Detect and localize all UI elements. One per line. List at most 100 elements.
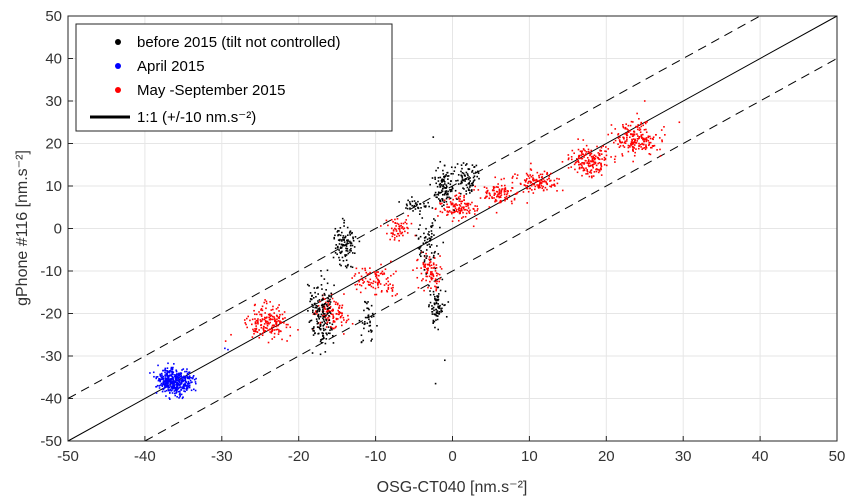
data-point <box>415 234 418 237</box>
data-point <box>458 203 461 206</box>
data-point <box>404 230 406 233</box>
data-point <box>396 293 398 295</box>
data-point <box>395 225 397 227</box>
data-point <box>380 290 383 292</box>
data-point <box>527 182 529 184</box>
data-point <box>333 284 335 287</box>
data-point <box>473 179 476 181</box>
data-point <box>331 309 333 312</box>
data-point <box>570 155 573 158</box>
data-point <box>524 181 527 183</box>
data-point <box>350 265 352 268</box>
data-point <box>167 362 169 365</box>
data-point <box>162 388 164 391</box>
data-point <box>180 381 182 383</box>
data-point <box>438 183 441 186</box>
data-point <box>431 308 433 310</box>
data-point <box>326 308 329 310</box>
data-point <box>391 289 394 291</box>
data-point <box>168 374 171 377</box>
data-point <box>346 250 349 252</box>
data-point <box>423 269 426 271</box>
data-point <box>552 184 555 186</box>
data-point <box>441 303 444 306</box>
data-point <box>315 304 317 307</box>
data-point <box>184 378 187 381</box>
data-point <box>472 180 475 182</box>
data-point <box>436 280 438 282</box>
data-point <box>425 279 427 282</box>
data-point <box>322 315 325 318</box>
data-point <box>184 375 186 378</box>
data-point <box>497 183 499 185</box>
data-point <box>175 376 178 378</box>
data-point <box>424 236 427 238</box>
data-point <box>540 184 543 187</box>
data-point <box>432 275 435 278</box>
data-point <box>319 324 322 326</box>
data-point <box>326 303 328 306</box>
data-point <box>475 217 478 220</box>
data-point <box>342 259 345 262</box>
data-point <box>640 121 643 124</box>
data-point <box>575 161 578 163</box>
data-point <box>321 288 323 290</box>
data-point <box>462 216 465 218</box>
data-point <box>642 138 645 141</box>
data-point <box>466 202 469 205</box>
data-point <box>441 211 444 214</box>
x-tick-label: 20 <box>598 448 615 465</box>
data-point <box>424 263 427 266</box>
data-point <box>282 317 284 320</box>
data-point <box>347 252 350 255</box>
data-point <box>592 155 594 158</box>
data-point <box>436 286 439 289</box>
data-point <box>450 212 453 215</box>
data-point <box>632 146 635 148</box>
data-point <box>322 324 324 327</box>
data-point <box>556 190 558 192</box>
data-point <box>516 191 519 194</box>
data-point <box>485 191 487 194</box>
data-point <box>329 322 331 324</box>
data-point <box>186 386 188 389</box>
data-point <box>324 322 327 324</box>
data-point <box>472 176 475 179</box>
data-point <box>441 202 443 205</box>
data-point <box>491 189 494 192</box>
data-point <box>272 305 274 308</box>
data-point <box>323 329 325 332</box>
data-point <box>636 135 639 137</box>
data-point <box>427 286 429 289</box>
data-point <box>276 328 279 331</box>
data-point <box>408 201 411 203</box>
data-point <box>342 243 345 246</box>
y-tick-label: -40 <box>40 391 62 408</box>
data-point <box>641 136 643 139</box>
data-point <box>458 209 460 212</box>
data-point <box>491 197 494 199</box>
data-point <box>631 135 634 138</box>
data-point <box>340 321 343 323</box>
data-point <box>419 210 421 212</box>
data-point <box>459 195 462 198</box>
data-point <box>394 294 397 297</box>
data-point <box>544 186 547 189</box>
data-point <box>360 275 363 278</box>
data-point <box>171 367 173 370</box>
data-point <box>366 307 368 310</box>
data-point <box>253 332 255 335</box>
data-point <box>180 377 183 380</box>
data-point <box>630 141 633 143</box>
legend: before 2015 (tilt not controlled) April … <box>75 23 393 132</box>
data-point <box>581 174 583 177</box>
data-point <box>511 181 514 184</box>
data-point <box>437 305 439 308</box>
data-point <box>389 238 391 241</box>
data-point <box>643 140 645 143</box>
data-point <box>397 227 400 230</box>
data-point <box>390 232 393 234</box>
data-point <box>398 227 401 229</box>
data-point <box>664 134 666 136</box>
